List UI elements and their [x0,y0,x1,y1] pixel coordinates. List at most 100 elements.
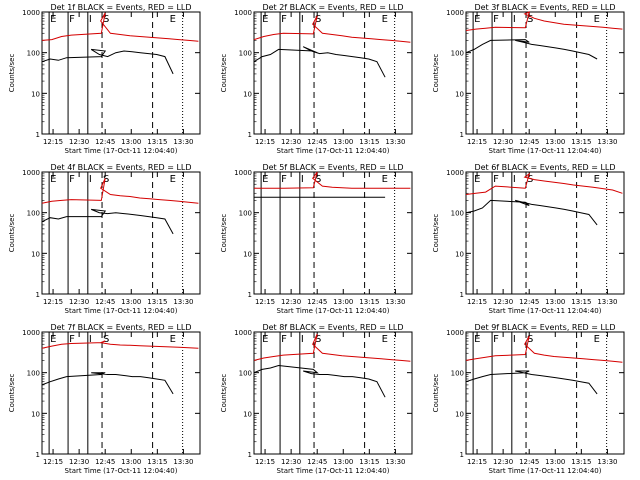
y-tick-label: 10 [455,90,464,98]
y-axis-label: Counts/sec [8,54,16,93]
y-tick-label: 1 [460,451,464,459]
y-tick-label: 100 [239,370,252,378]
detector-panel-1: Det 1f BLACK = Events, RED = LLD 1 10 100 10… [8,3,201,155]
marker-label: F [493,174,499,185]
marker-label: I [301,334,304,345]
y-tick-label: 1000 [446,9,464,17]
x-tick-label: 12:30 [281,138,301,146]
series-lld-line [253,15,411,43]
marker-label: S [527,14,533,25]
y-tick-label: 100 [451,210,464,218]
x-tick-label: 13:30 [385,298,405,306]
y-tick-label: 10 [31,250,40,258]
x-tick-label: 13:15 [147,298,167,306]
x-axis-label: Start Time (17-Oct-11 12:04:40) [277,147,390,155]
x-tick-label: 13:00 [333,138,353,146]
panel-title: Det 4f BLACK = Events, RED = LLD [50,163,191,172]
plot-frame [465,171,625,295]
y-axis-label: Counts/sec [432,214,440,253]
plot-frame [253,11,413,135]
x-tick-label: 13:00 [121,458,141,466]
marker-label: I [301,174,304,185]
series-events-line [41,372,174,395]
marker-label: F [69,334,75,345]
marker-label: S [527,334,533,345]
x-tick-label: 13:15 [147,138,167,146]
panel-title: Det 6f BLACK = Events, RED = LLD [474,163,615,172]
series-events-line [465,370,598,395]
x-tick-label: 12:45 [519,138,539,146]
x-tick-label: 12:15 [255,458,275,466]
y-tick-label: 1000 [22,9,40,17]
y-tick-label: 1000 [234,9,252,17]
marker-label: F [69,174,75,185]
x-tick-label: 13:30 [597,138,617,146]
x-tick-label: 13:00 [121,138,141,146]
x-tick-label: 13:00 [545,138,565,146]
plot-frame [465,331,625,455]
marker-label: S [103,14,109,25]
marker-label: I [89,14,92,25]
x-tick-label: 12:15 [467,458,487,466]
marker-label: E [474,334,480,345]
marker-label: I [513,334,516,345]
marker-label: E [262,334,268,345]
y-tick-label: 10 [243,250,252,258]
y-axis-label: Counts/sec [8,374,16,413]
marker-label: E [474,14,480,25]
marker-label: E [262,174,268,185]
marker-label: E [382,14,388,25]
x-tick-label: 12:30 [281,298,301,306]
x-tick-label: 12:30 [281,458,301,466]
marker-label: I [89,174,92,185]
y-tick-label: 100 [239,210,252,218]
x-tick-label: 13:00 [333,458,353,466]
x-axis-label: Start Time (17-Oct-11 12:04:40) [65,147,178,155]
x-tick-label: 13:30 [173,298,193,306]
x-axis-label: Start Time (17-Oct-11 12:04:40) [65,467,178,475]
x-tick-label: 13:00 [333,298,353,306]
series-events-line [465,199,598,226]
marker-label: E [50,334,56,345]
series-lld-line [41,340,199,349]
y-tick-label: 1 [248,451,252,459]
y-tick-label: 10 [243,410,252,418]
x-tick-label: 12:30 [493,138,513,146]
series-lld-line [254,171,411,189]
panel-title: Det 2f BLACK = Events, RED = LLD [262,3,403,12]
x-tick-label: 12:45 [519,298,539,306]
marker-label: E [170,174,176,185]
y-tick-label: 1 [460,291,464,299]
series-events-line [465,39,598,60]
marker-label: I [513,14,516,25]
series-events-line [253,364,386,398]
detector-panel-3: Det 3f BLACK = Events, RED = LLD 1 10 100 10… [432,3,625,155]
series-lld-line [41,12,199,42]
marker-label: S [103,174,109,185]
x-axis-label: Start Time (17-Oct-11 12:04:40) [277,307,390,315]
marker-label: E [50,174,56,185]
marker-label: E [594,334,600,345]
marker-label: E [382,174,388,185]
y-tick-label: 100 [451,50,464,58]
marker-label: F [69,14,75,25]
detector-panel-8: Det 8f BLACK = Events, RED = LLD 1 10 100 10… [220,323,413,475]
plot-frame [253,171,413,295]
x-tick-label: 13:15 [571,138,591,146]
x-tick-label: 13:30 [385,458,405,466]
marker-label: E [170,334,176,345]
x-tick-label: 12:45 [95,458,115,466]
y-axis-label: Counts/sec [220,214,228,253]
panel-title: Det 7f BLACK = Events, RED = LLD [50,323,191,332]
x-tick-label: 13:30 [173,458,193,466]
marker-label: E [262,14,268,25]
detector-panel-9: Det 9f BLACK = Events, RED = LLD 1 10 100 10… [432,323,625,475]
x-tick-label: 12:15 [467,298,487,306]
x-axis-label: Start Time (17-Oct-11 12:04:40) [277,467,390,475]
x-tick-label: 12:15 [255,138,275,146]
x-tick-label: 12:15 [43,138,63,146]
y-tick-label: 1 [36,451,40,459]
marker-label: F [281,174,287,185]
y-tick-label: 10 [455,250,464,258]
y-axis-label: Counts/sec [8,214,16,253]
